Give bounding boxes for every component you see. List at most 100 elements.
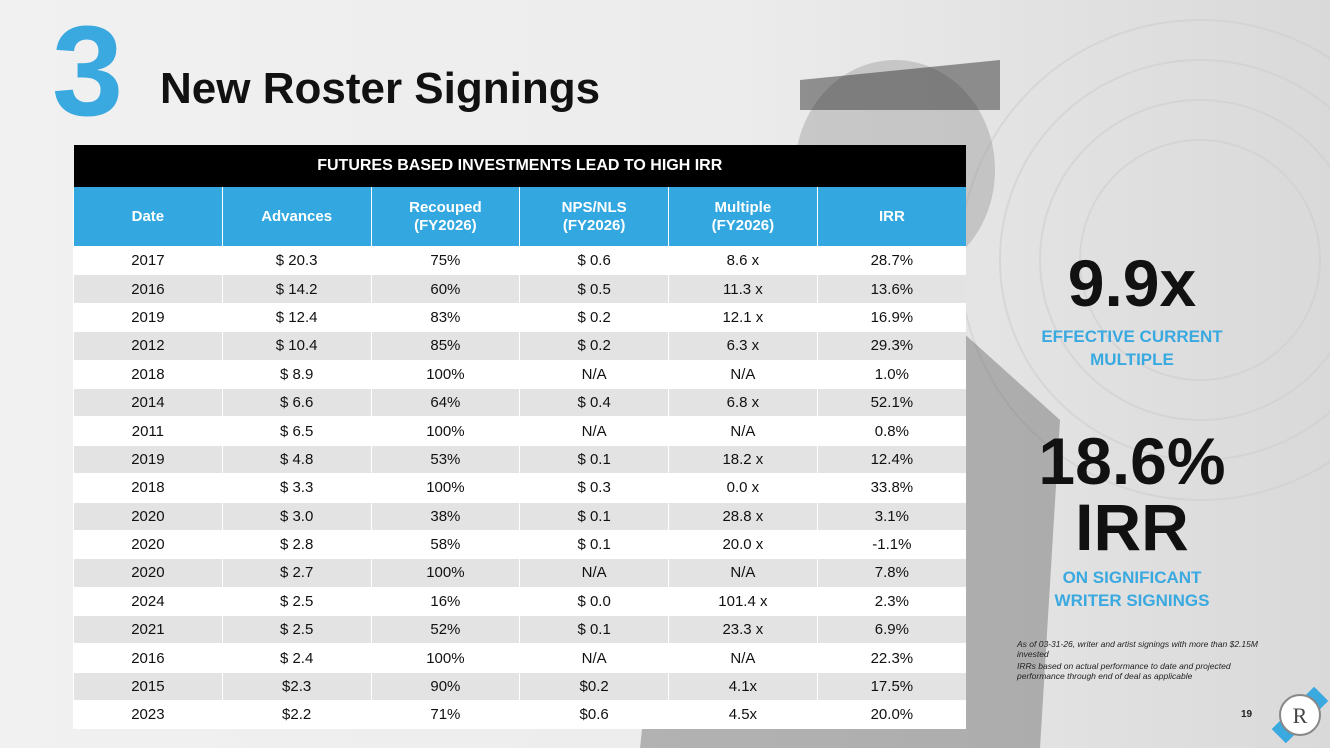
table-cell: 2015	[73, 671, 223, 701]
table-cell: 2018	[73, 359, 223, 389]
signings-table: FUTURES BASED INVESTMENTS LEAD TO HIGH I…	[73, 145, 966, 729]
table-row: 2024 $ 2.5 16% $ 0.0 101.4 x 2.3%	[73, 586, 966, 616]
table-cell: 8.6 x	[668, 245, 818, 275]
table-cell: $ 14.2	[221, 274, 371, 304]
table-cell: $ 2.5	[221, 586, 371, 616]
table-cell: 28.8 x	[668, 501, 818, 531]
table-cell: 2020	[73, 558, 223, 588]
table-cell: $ 0.2	[519, 331, 669, 361]
table-row: 2018 $ 3.3 100% $ 0.3 0.0 x 33.8%	[73, 473, 966, 503]
table-cell: 71%	[370, 700, 520, 729]
column-header: Date	[73, 187, 223, 247]
table-cell: $ 0.6	[519, 245, 669, 275]
column-header: IRR	[816, 187, 966, 247]
table-cell: $ 0.3	[519, 473, 669, 503]
table-cell: $ 0.0	[519, 586, 669, 616]
table-row: 2014 $ 6.6 64% $ 0.4 6.8 x 52.1%	[73, 387, 966, 417]
table-row: 2023 $2.2 71% $0.6 4.5x 20.0%	[73, 700, 966, 729]
table-row: 2020 $ 3.0 38% $ 0.1 28.8 x 3.1%	[73, 501, 966, 531]
table-cell: 100%	[370, 558, 520, 588]
table-cell: 2014	[73, 387, 223, 417]
table-row: 2019 $ 12.4 83% $ 0.2 12.1 x 16.9%	[73, 302, 966, 332]
table-cell: 2020	[73, 529, 223, 559]
table-cell: -1.1%	[816, 529, 966, 559]
table-cell: 17.5%	[816, 671, 966, 701]
table-cell: 53%	[370, 444, 520, 474]
table-cell: 2020	[73, 501, 223, 531]
multiple-label: EFFECTIVE CURRENT MULTIPLE	[1041, 327, 1223, 369]
table-cell: $ 0.1	[519, 615, 669, 644]
table-cell: $ 12.4	[221, 302, 371, 332]
table-cell: $ 10.4	[221, 331, 371, 361]
table-cell: $ 3.3	[221, 473, 371, 503]
table-row: 2017 $ 20.3 75% $ 0.6 8.6 x 28.7%	[73, 245, 966, 275]
table-cell: $ 2.4	[221, 643, 371, 673]
table-cell: 2023	[73, 700, 223, 729]
table-row: 2016 $ 2.4 100% N/A N/A 22.3%	[73, 643, 966, 673]
table-cell: 2019	[73, 444, 223, 474]
table-row: 2020 $ 2.8 58% $ 0.1 20.0 x -1.1%	[73, 529, 966, 559]
table-cell: $ 0.1	[519, 444, 669, 474]
table-cell: $2.3	[221, 671, 371, 701]
column-header: Advances	[221, 187, 371, 247]
table-cell: 100%	[370, 643, 520, 673]
table-cell: N/A	[668, 558, 818, 588]
table-cell: 2021	[73, 615, 223, 644]
table-cell: 100%	[370, 416, 520, 446]
table-cell: $ 6.5	[221, 416, 371, 446]
table-cell: 12.4%	[816, 444, 966, 474]
table-cell: 60%	[370, 274, 520, 304]
table-caption: FUTURES BASED INVESTMENTS LEAD TO HIGH I…	[73, 145, 966, 187]
table-cell: $2.2	[221, 700, 371, 729]
irr-value: 18.6% IRR	[1038, 424, 1226, 564]
table-cell: 6.9%	[816, 615, 966, 644]
table-cell: 33.8%	[816, 473, 966, 503]
table-cell: N/A	[519, 643, 669, 673]
table-cell: 83%	[370, 302, 520, 332]
table-cell: 2011	[73, 416, 223, 446]
table-cell: 4.5x	[668, 700, 818, 729]
table-cell: $0.2	[519, 671, 669, 701]
table-row: 2020 $ 2.7 100% N/A N/A 7.8%	[73, 558, 966, 588]
table-row: 2016 $ 14.2 60% $ 0.5 11.3 x 13.6%	[73, 274, 966, 304]
table-cell: $ 6.6	[221, 387, 371, 417]
table-cell: 2024	[73, 586, 223, 616]
table-cell: 2012	[73, 331, 223, 361]
page-number: 19	[1241, 709, 1253, 720]
table-cell: 2019	[73, 302, 223, 332]
table-cell: 11.3 x	[668, 274, 818, 304]
multiple-value: 9.9x	[1067, 246, 1197, 320]
table-cell: 6.8 x	[668, 387, 818, 417]
table-cell: N/A	[519, 558, 669, 588]
table-cell: N/A	[668, 416, 818, 446]
footnote: IRRs based on actual performance to date…	[1017, 661, 1231, 682]
table-cell: 16%	[370, 586, 520, 616]
section-number: 3	[52, 0, 124, 143]
table-cell: 75%	[370, 245, 520, 275]
table-cell: 2018	[73, 473, 223, 503]
table-cell: 4.1x	[668, 671, 818, 701]
table-cell: 22.3%	[816, 643, 966, 673]
table-cell: N/A	[519, 359, 669, 389]
table-cell: 20.0%	[816, 700, 966, 729]
table-cell: 100%	[370, 473, 520, 503]
table-cell: N/A	[519, 416, 669, 446]
table-cell: $ 0.1	[519, 501, 669, 531]
table-cell: 23.3 x	[668, 615, 818, 644]
table-cell: 38%	[370, 501, 520, 531]
table-cell: 0.8%	[816, 416, 966, 446]
table-cell: 29.3%	[816, 331, 966, 361]
table-row: 2019 $ 4.8 53% $ 0.1 18.2 x 12.4%	[73, 444, 966, 474]
table-cell: 13.6%	[816, 274, 966, 304]
column-header: NPS/NLS (FY2026)	[519, 187, 669, 247]
table-cell: 58%	[370, 529, 520, 559]
table-row: 2021 $ 2.5 52% $ 0.1 23.3 x 6.9%	[73, 615, 966, 644]
table-cell: 85%	[370, 331, 520, 361]
table-cell: $ 0.5	[519, 274, 669, 304]
table-cell: $ 0.2	[519, 302, 669, 332]
column-header: Multiple (FY2026)	[668, 187, 818, 247]
table-cell: N/A	[668, 643, 818, 673]
table-cell: N/A	[668, 359, 818, 389]
table-cell: 20.0 x	[668, 529, 818, 559]
